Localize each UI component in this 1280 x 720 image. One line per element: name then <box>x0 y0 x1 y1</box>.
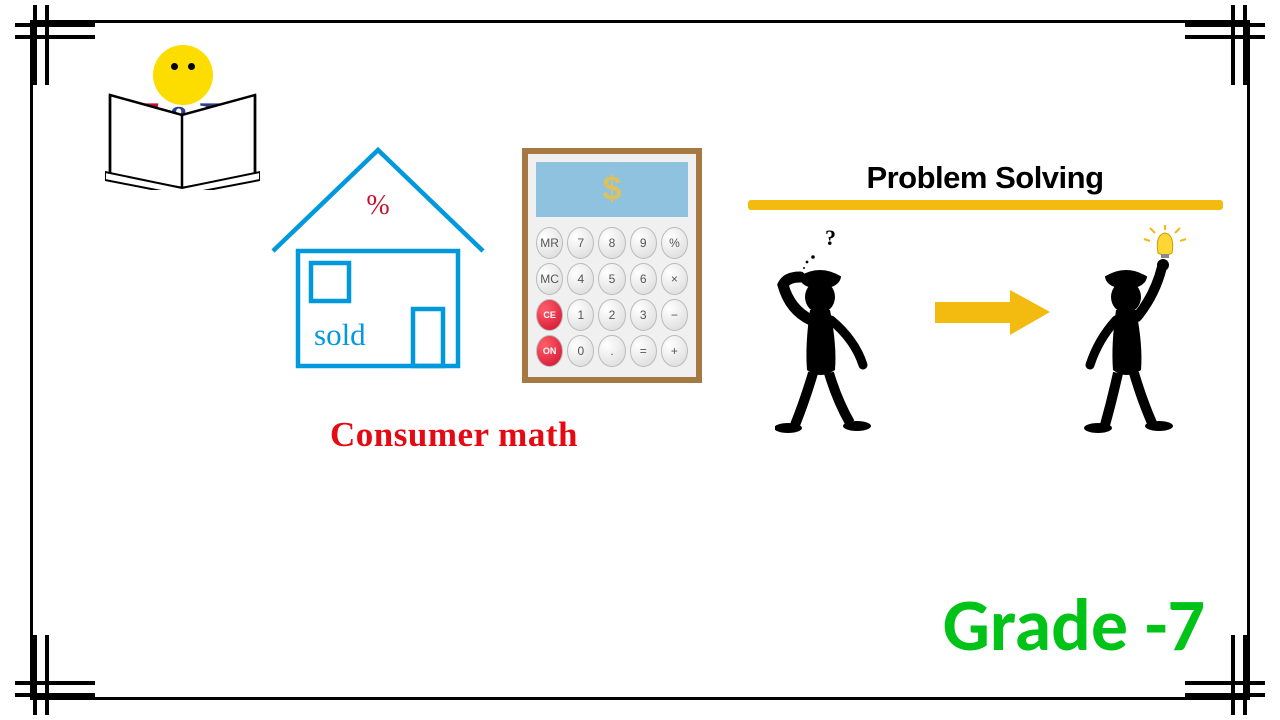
arrow-icon <box>935 290 1050 335</box>
calculator-display: $ <box>536 162 688 217</box>
house-percent-symbol: % <box>366 190 389 222</box>
consumer-math-label: Consumer math <box>330 415 578 455</box>
book-icon <box>105 80 260 190</box>
idea-figure-icon <box>1070 225 1200 435</box>
house-sold-text: sold <box>314 317 366 353</box>
th-logo: T & H <box>105 45 260 190</box>
calc-btn-−: − <box>661 299 688 331</box>
calc-btn-8: 8 <box>598 227 625 259</box>
calculator-display-symbol: $ <box>603 170 622 209</box>
calc-btn-mr: MR <box>536 227 563 259</box>
calc-btn-=: = <box>630 335 657 367</box>
problem-solving-section: Problem Solving ? <box>735 160 1235 450</box>
calc-btn-mc: MC <box>536 263 563 295</box>
calc-btn-0: 0 <box>567 335 594 367</box>
calc-btn-9: 9 <box>630 227 657 259</box>
calculator-keypad: MR789% MC456× CE123− ON0.=+ <box>536 227 688 367</box>
calc-btn-3: 3 <box>630 299 657 331</box>
house-illustration: % sold <box>268 145 488 395</box>
confused-figure-icon: ? <box>775 225 905 435</box>
calc-btn-7: 7 <box>567 227 594 259</box>
calc-btn-2: 2 <box>598 299 625 331</box>
svg-text:?: ? <box>825 225 836 250</box>
calc-btn-on: ON <box>536 335 563 367</box>
calc-btn-ce: CE <box>536 299 563 331</box>
corner-decoration-tr <box>1185 5 1265 85</box>
calc-btn-.: . <box>598 335 625 367</box>
calc-btn-1: 1 <box>567 299 594 331</box>
house-icon <box>268 145 488 395</box>
grade-label: Grade -7 <box>943 580 1205 670</box>
problem-solving-title: Problem Solving <box>735 160 1235 196</box>
corner-decoration-bl <box>15 635 95 715</box>
problem-solving-underline <box>748 200 1223 210</box>
calc-btn-+: + <box>661 335 688 367</box>
corner-decoration-tl <box>15 5 95 85</box>
calc-btn-5: 5 <box>598 263 625 295</box>
calc-btn-4: 4 <box>567 263 594 295</box>
calc-btn-%: % <box>661 227 688 259</box>
calculator-illustration: $ MR789% MC456× CE123− ON0.=+ <box>522 148 702 383</box>
calc-btn-6: 6 <box>630 263 657 295</box>
calc-btn-×: × <box>661 263 688 295</box>
